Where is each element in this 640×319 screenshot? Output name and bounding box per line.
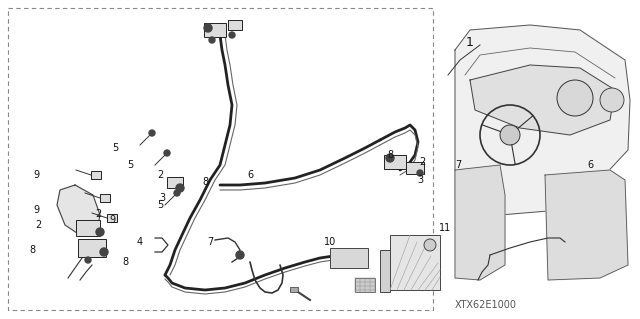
Text: 6: 6 xyxy=(247,170,253,180)
Text: 6: 6 xyxy=(587,160,593,170)
Polygon shape xyxy=(545,170,628,280)
Circle shape xyxy=(600,88,624,112)
Circle shape xyxy=(85,257,91,263)
Bar xyxy=(406,162,424,174)
Bar xyxy=(384,155,406,169)
Circle shape xyxy=(557,80,593,116)
Text: 5: 5 xyxy=(157,200,163,210)
Text: 10: 10 xyxy=(324,237,336,247)
Text: 7: 7 xyxy=(455,160,461,170)
Text: 4: 4 xyxy=(137,237,143,247)
Text: 2: 2 xyxy=(35,220,41,230)
Polygon shape xyxy=(57,185,100,235)
Bar xyxy=(76,220,100,236)
Text: 8: 8 xyxy=(387,150,393,160)
Bar xyxy=(330,248,368,268)
Circle shape xyxy=(236,251,244,259)
Text: 2: 2 xyxy=(95,209,101,219)
Bar xyxy=(390,235,440,290)
Bar xyxy=(78,239,106,257)
Circle shape xyxy=(100,248,108,256)
Bar xyxy=(91,171,101,179)
Text: 9: 9 xyxy=(33,205,39,215)
Text: 3: 3 xyxy=(159,193,165,203)
Text: 2: 2 xyxy=(419,157,425,167)
Circle shape xyxy=(96,228,104,236)
Bar xyxy=(290,287,298,292)
Text: 5: 5 xyxy=(112,143,118,153)
Text: 3: 3 xyxy=(417,175,423,185)
Text: 9: 9 xyxy=(109,215,115,225)
Text: XTX62E1000: XTX62E1000 xyxy=(455,300,517,310)
Bar xyxy=(100,194,110,202)
Text: 5: 5 xyxy=(127,160,133,170)
Text: 1: 1 xyxy=(466,35,474,48)
Bar xyxy=(355,278,375,292)
Circle shape xyxy=(149,130,155,136)
Text: 7: 7 xyxy=(207,237,213,247)
Circle shape xyxy=(417,170,423,176)
Circle shape xyxy=(209,37,215,43)
Circle shape xyxy=(174,190,180,196)
Text: 11: 11 xyxy=(439,223,451,233)
Text: 2: 2 xyxy=(157,170,163,180)
Bar xyxy=(380,250,390,292)
Circle shape xyxy=(164,150,170,156)
Bar xyxy=(107,214,117,222)
Circle shape xyxy=(424,239,436,251)
Text: 9: 9 xyxy=(33,170,39,180)
Circle shape xyxy=(204,24,212,32)
Text: 8: 8 xyxy=(202,177,208,187)
Bar xyxy=(204,23,226,37)
Circle shape xyxy=(386,154,394,162)
Bar xyxy=(228,20,242,30)
Circle shape xyxy=(229,32,235,38)
Bar xyxy=(167,176,183,188)
Circle shape xyxy=(500,125,520,145)
Polygon shape xyxy=(455,25,630,215)
Polygon shape xyxy=(455,165,505,280)
Text: 8: 8 xyxy=(122,257,128,267)
Polygon shape xyxy=(470,65,615,135)
Text: 8: 8 xyxy=(29,245,35,255)
Circle shape xyxy=(176,184,184,192)
